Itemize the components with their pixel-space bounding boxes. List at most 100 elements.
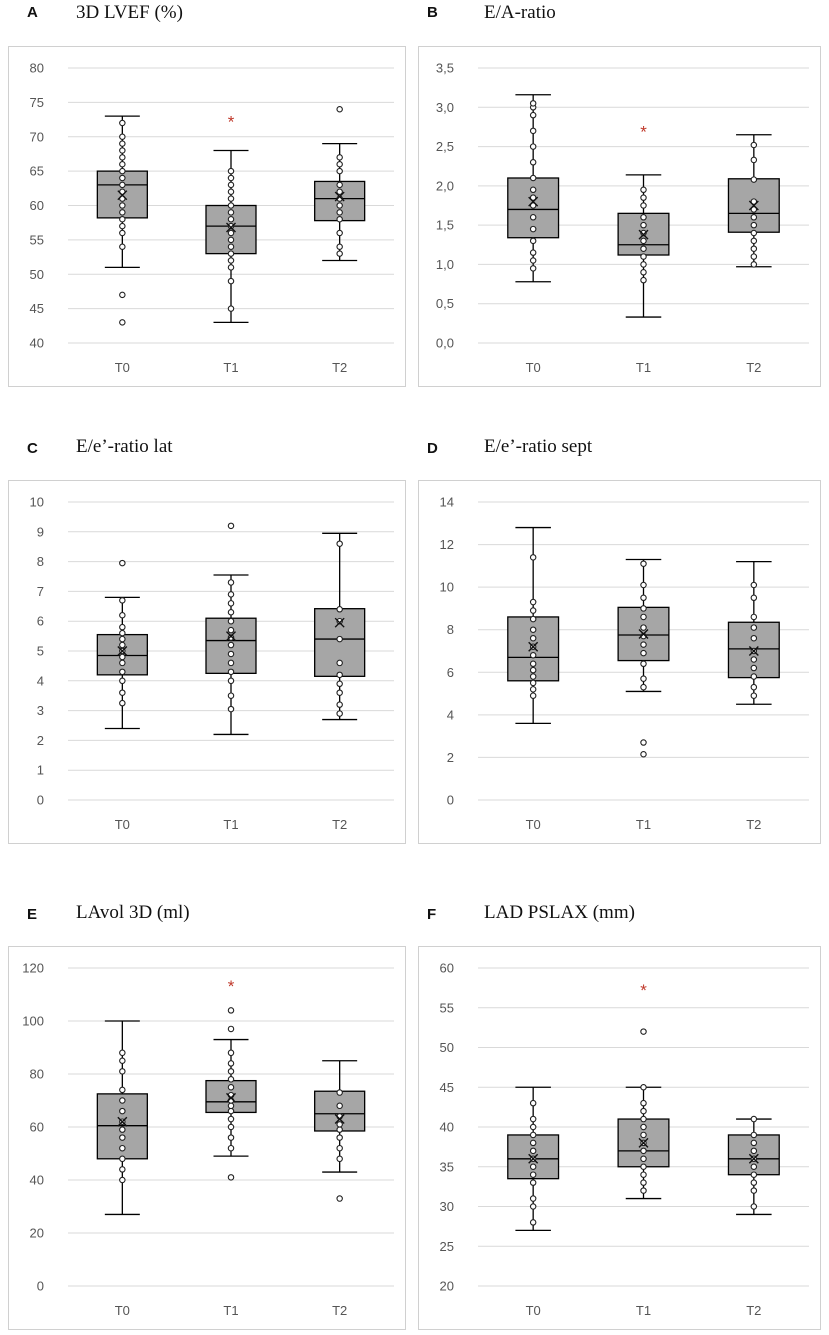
data-point: [336, 167, 343, 175]
data-point: [227, 195, 235, 202]
data-point: [640, 194, 647, 201]
data-point: [529, 111, 537, 119]
x-tick-label: T2: [746, 817, 761, 832]
data-point: [336, 680, 343, 688]
chart-c: 0 1 2 3 4 5 6 7 8 9 10 T0 T1 T2: [8, 480, 406, 844]
mean-marker: [528, 196, 539, 207]
data-point: [119, 653, 126, 661]
data-point: [119, 1134, 126, 1141]
data-point: [336, 710, 343, 717]
chart-title: LAvol 3D (ml): [76, 902, 190, 923]
y-tick-label: 8: [447, 622, 454, 637]
data-point: [640, 269, 647, 276]
data-point: [750, 156, 758, 164]
data-point: [227, 522, 235, 530]
data-point: [640, 214, 647, 221]
panel-letter: D: [427, 440, 438, 457]
data-point: [336, 689, 343, 696]
y-tick-label: 1,5: [436, 218, 454, 233]
data-point: [529, 1123, 537, 1131]
y-tick-label: 25: [440, 1239, 454, 1254]
y-tick-label: 2: [447, 750, 454, 765]
data-point: [640, 683, 647, 691]
data-point: [336, 105, 343, 113]
y-tick-label: 50: [30, 267, 44, 282]
data-point: [529, 1163, 537, 1171]
data-point: [336, 1155, 343, 1163]
y-tick-label: 0: [447, 793, 454, 808]
box-group: [617, 1028, 670, 1200]
box-group: [205, 1007, 257, 1181]
data-point: [227, 277, 235, 285]
y-tick-label: 45: [30, 301, 44, 316]
data-point: [119, 229, 126, 237]
data-point: [336, 229, 343, 237]
data-point: [529, 225, 537, 233]
chart-b: 0,0 0,5 1,0 1,5 2,0 2,5 3,0 3,5 T0 T1 T2 *: [418, 46, 821, 387]
data-point: [119, 659, 126, 667]
data-point: [336, 216, 343, 223]
data-point: [529, 1115, 537, 1123]
panel-letter: A: [27, 4, 38, 21]
data-point: [529, 686, 537, 693]
data-point: [529, 607, 537, 614]
data-point: [529, 249, 537, 256]
data-point: [529, 1219, 537, 1226]
data-point: [336, 154, 343, 161]
data-point: [336, 1121, 343, 1128]
data-point: [529, 127, 537, 135]
chart-a: 40 45 50 55 60 65 70 75 80 T0 T1 T2 *: [8, 46, 406, 387]
data-point: [336, 606, 343, 613]
mean-marker: [334, 191, 345, 202]
data-point: [119, 167, 126, 175]
data-point: [529, 1131, 537, 1139]
y-tick-label: 40: [30, 336, 44, 351]
data-point: [119, 689, 126, 696]
y-tick-label: 75: [30, 95, 44, 110]
significance-star: *: [228, 977, 235, 996]
data-point: [227, 1060, 235, 1067]
chart-e: 0 20 40 60 80 100 120 T0 T1 T2 *: [8, 946, 406, 1330]
x-tick-label: T1: [223, 817, 238, 832]
data-point: [336, 1195, 343, 1202]
y-tick-label: 2,0: [436, 178, 454, 193]
data-point: [640, 1179, 647, 1186]
data-point: [640, 560, 647, 567]
y-tick-label: 7: [37, 584, 44, 599]
data-point: [640, 1115, 647, 1123]
y-tick-label: 30: [440, 1199, 454, 1214]
data-point: [750, 1139, 758, 1147]
y-tick-label: 60: [30, 198, 44, 213]
box-group: [205, 149, 257, 324]
data-point: [529, 652, 537, 659]
data-point: [336, 1134, 343, 1141]
data-point: [119, 209, 126, 216]
data-point: [529, 666, 537, 674]
data-point: [227, 1123, 235, 1131]
chart-title: 3D LVEF (%): [76, 2, 183, 23]
y-tick-label: 60: [30, 1120, 44, 1135]
data-point: [336, 1102, 343, 1110]
data-point: [529, 202, 537, 209]
data-point: [529, 598, 537, 606]
y-tick-label: 35: [440, 1159, 454, 1174]
data-point: [750, 176, 758, 183]
chart-title: E/e’-ratio lat: [76, 436, 173, 457]
box-group: [96, 115, 148, 326]
y-tick-label: 0: [37, 1279, 44, 1294]
data-point: [750, 245, 758, 252]
panel-letter: E: [27, 906, 38, 923]
data-point: [119, 641, 126, 649]
data-point: [750, 1131, 758, 1139]
x-tick-label: T0: [115, 817, 130, 832]
data-point: [529, 1179, 537, 1186]
data-point: [640, 1084, 647, 1091]
data-point: [640, 1171, 647, 1178]
data-point: [119, 629, 126, 637]
data-point: [640, 186, 647, 194]
data-point: [336, 1089, 343, 1096]
box-group: [727, 134, 780, 268]
data-point: [529, 100, 537, 107]
box-group: [727, 560, 780, 705]
data-point: [640, 1163, 647, 1171]
